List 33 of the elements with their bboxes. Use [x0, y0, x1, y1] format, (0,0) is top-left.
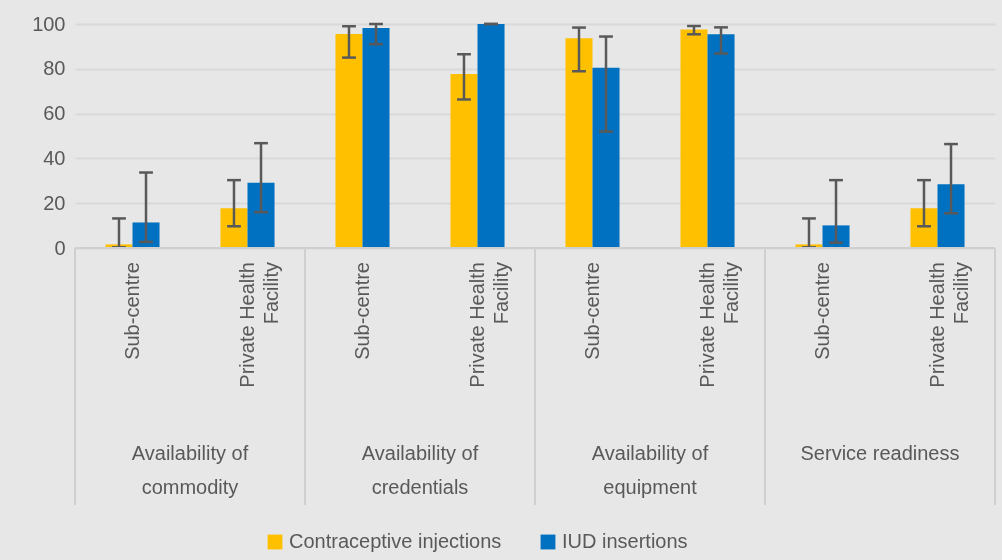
- text: Availability of equipment: [591, 442, 709, 498]
- bar: [335, 34, 363, 248]
- y-tick-label: 100: [32, 12, 66, 35]
- x-tick-label: Private Health Facility: [695, 262, 742, 388]
- bar: [247, 182, 275, 248]
- bar: [132, 222, 160, 248]
- text: Availability of commodity: [131, 442, 249, 498]
- bar: [220, 208, 248, 248]
- bar: [450, 73, 478, 248]
- x-tick-label: Private Health Facility: [465, 262, 512, 388]
- y-tick-label: 60: [43, 102, 66, 125]
- legend-label: Contraceptive injections: [289, 530, 502, 552]
- legend-label: IUD insertions: [562, 530, 688, 552]
- y-tick-label: 80: [43, 57, 66, 80]
- x-tick-label: Private Health Facility: [235, 262, 282, 388]
- y-tick-label: 40: [43, 146, 66, 169]
- bar: [477, 24, 505, 248]
- bar: [592, 67, 620, 248]
- text: Service readiness: [800, 442, 960, 464]
- y-tick-label: 20: [43, 191, 66, 214]
- x-tick-label: Private Health Facility: [925, 262, 972, 388]
- x-tick-label: Sub-centre: [580, 262, 603, 360]
- x-tick-label: Sub-centre: [350, 262, 373, 360]
- bar: [937, 184, 965, 248]
- x-tick-label: Sub-centre: [810, 262, 833, 360]
- text: Availability of credentials: [361, 442, 479, 498]
- bar: [565, 38, 593, 248]
- y-tick-label: 0: [54, 236, 66, 259]
- bar: [680, 29, 708, 248]
- bar: [707, 34, 735, 248]
- bar: [910, 208, 938, 248]
- x-tick-label: Sub-centre: [120, 262, 143, 360]
- bar: [362, 28, 390, 248]
